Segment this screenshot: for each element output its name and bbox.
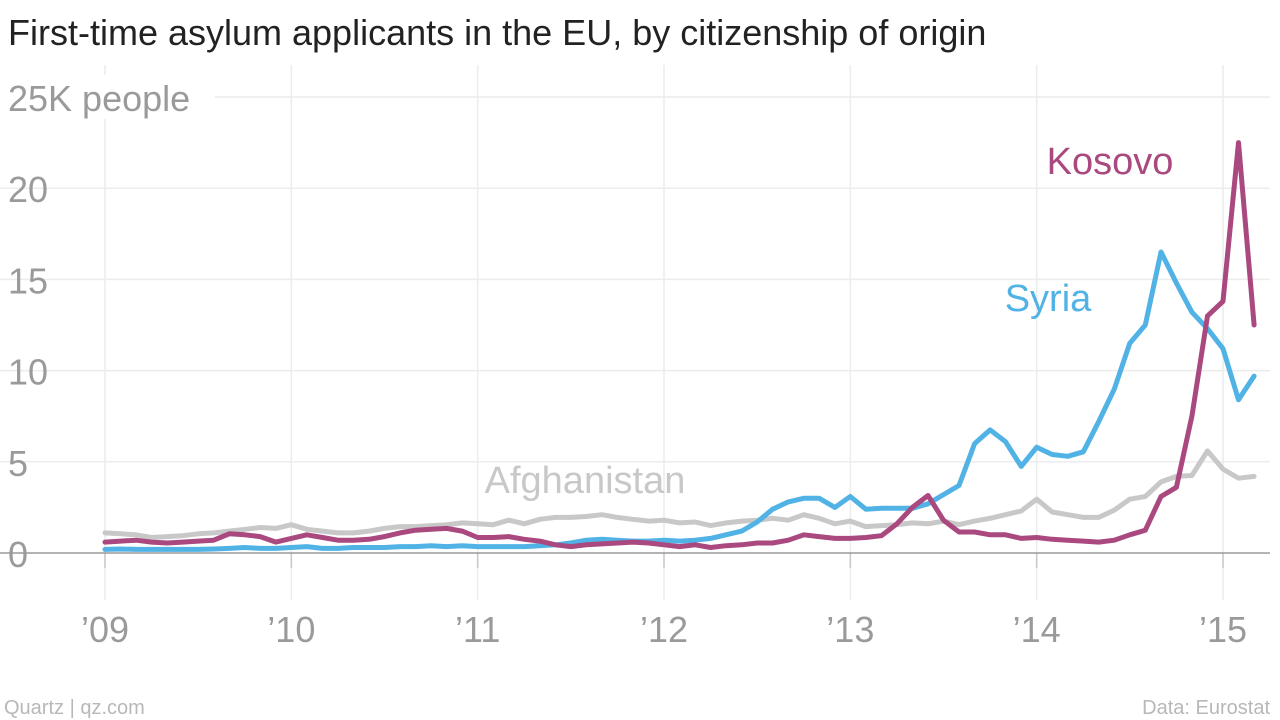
series-line-syria (102, 249, 1257, 552)
x-tick-label: ’12 (640, 609, 688, 650)
y-unit-label-backing (0, 75, 215, 119)
series-label-kosovo: Kosovo (1047, 141, 1174, 183)
x-tick-label: ’15 (1199, 609, 1247, 650)
y-tick-label: 0 (8, 534, 28, 575)
series-layer (102, 140, 1257, 552)
series-label-syria: Syria (1005, 278, 1092, 320)
x-tick-label: ’11 (455, 609, 500, 650)
y-tick-label: 20 (8, 169, 48, 210)
grid-layer (0, 65, 1270, 600)
x-tick-label: ’14 (1013, 609, 1061, 650)
y-tick-label: 25K people (8, 78, 190, 119)
y-tick-label: 5 (8, 443, 28, 484)
label-layer: ’09 ’10 ’11 ’12 ’13 ’14 ’15 0 5 10 15 20 25K people A… (8, 78, 1247, 650)
chart-title: First-time asylum applicants in the EU, … (8, 12, 986, 53)
series-line-afghanistan (102, 448, 1257, 540)
y-tick-label: 10 (8, 352, 48, 393)
series-label-afghanistan: Afghanistan (485, 460, 686, 502)
source-credit: Quartz | qz.com (4, 697, 145, 719)
y-tick-label: 15 (8, 260, 48, 301)
x-tick-label: ’09 (81, 609, 129, 650)
series-line-kosovo (102, 140, 1257, 550)
x-tick-label: ’10 (267, 609, 315, 650)
data-source: Data: Eurostat (1142, 697, 1270, 719)
x-tick-label: ’13 (826, 609, 874, 650)
